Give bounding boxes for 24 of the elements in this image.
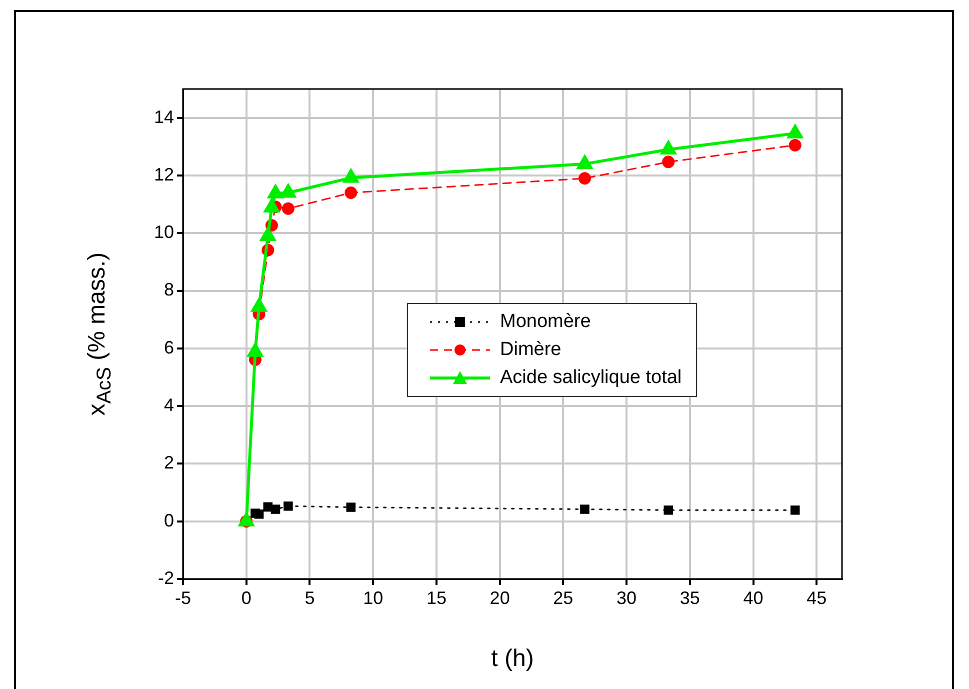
y-tick-label: 12: [154, 164, 174, 184]
legend-label: Dimère: [500, 339, 562, 361]
y-tick-label: 8: [164, 280, 174, 300]
x-tick-label: 20: [490, 588, 510, 608]
x-tick-label: 45: [806, 588, 827, 608]
x-tick-label: 10: [363, 588, 384, 608]
y-tick-label: 6: [164, 337, 174, 358]
legend-label: Acide salicylique total: [500, 367, 682, 389]
y-tick-label: 4: [164, 395, 174, 416]
y-tick-label: 0: [164, 510, 174, 530]
x-tick-label: 40: [743, 588, 764, 608]
y-tick-label: -2: [158, 568, 174, 588]
x-tick-label: -5: [174, 588, 192, 608]
x-tick-label: 0: [241, 588, 252, 608]
x-tick-label: 15: [426, 588, 446, 608]
x-tick-label: 5: [304, 588, 315, 608]
x-tick-label: 25: [553, 588, 574, 608]
y-tick-label: 14: [154, 106, 174, 127]
y-tick-label: 10: [154, 222, 174, 242]
x-tick-label: 30: [616, 588, 637, 608]
x-tick-label: 35: [680, 588, 700, 608]
legend-label: Monomère: [500, 311, 591, 333]
x-axis-title: t (h): [490, 645, 535, 673]
y-tick-label: 2: [164, 452, 174, 473]
